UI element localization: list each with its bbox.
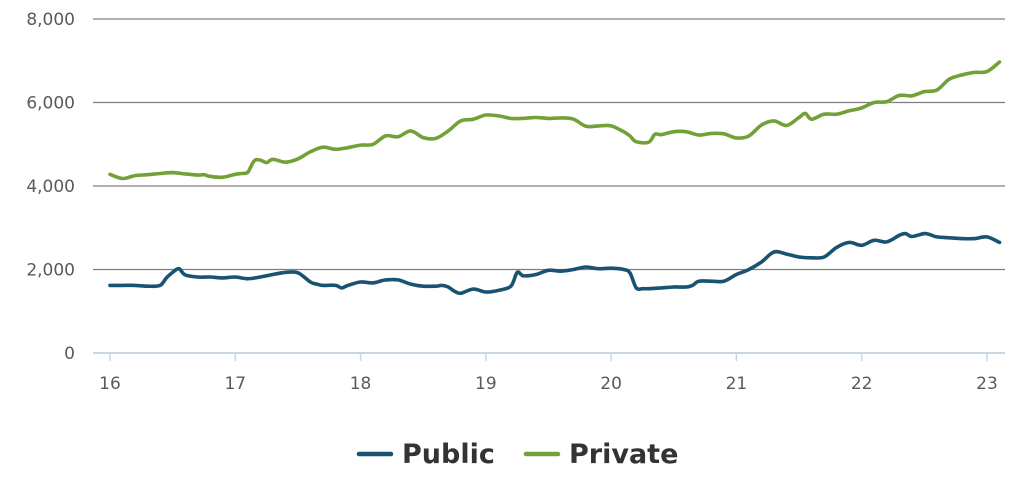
y-tick-label: 4,000 xyxy=(26,177,75,197)
x-tick-label: 21 xyxy=(726,374,748,394)
y-tick-label: 0 xyxy=(64,344,75,364)
x-tick-label: 20 xyxy=(600,374,622,394)
y-axis-ticks: 0 2,000 4,000 6,000 8,000 xyxy=(26,10,75,364)
legend-label-private: Private xyxy=(569,439,678,470)
x-tick-label: 17 xyxy=(224,374,246,394)
x-tick-label: 18 xyxy=(350,374,372,394)
x-tick-label: 19 xyxy=(475,374,497,394)
gridlines xyxy=(93,18,1005,354)
x-tick-label: 22 xyxy=(851,374,873,394)
y-tick-label: 6,000 xyxy=(26,94,75,114)
series-line-public xyxy=(108,231,1002,296)
series-line-private xyxy=(108,60,1002,181)
x-tick-label: 16 xyxy=(99,374,121,394)
legend-label-public: Public xyxy=(402,439,495,470)
x-tick-label: 23 xyxy=(976,374,998,394)
x-axis-ticks: 16 17 18 19 20 21 22 23 xyxy=(99,353,998,394)
y-tick-label: 8,000 xyxy=(26,10,75,30)
series-lines xyxy=(108,60,1002,296)
y-tick-label: 2,000 xyxy=(26,261,75,281)
legend: Public Private xyxy=(356,439,678,470)
